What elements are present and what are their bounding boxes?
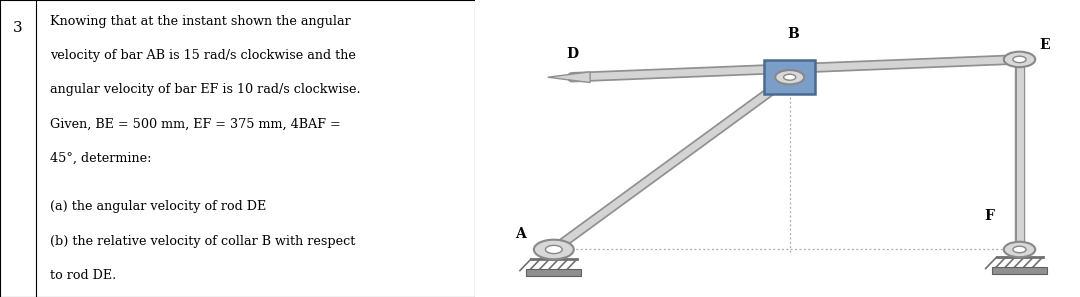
FancyBboxPatch shape [526, 269, 581, 276]
Text: F: F [984, 209, 995, 223]
Text: 45°, determine:: 45°, determine: [50, 151, 151, 165]
FancyBboxPatch shape [764, 60, 815, 94]
Text: (b) the relative velocity of collar B with respect: (b) the relative velocity of collar B wi… [50, 235, 355, 248]
Text: angular velocity of bar EF is 10 rad/s clockwise.: angular velocity of bar EF is 10 rad/s c… [50, 83, 361, 96]
Polygon shape [548, 72, 590, 83]
FancyBboxPatch shape [991, 267, 1048, 274]
Text: to rod DE.: to rod DE. [50, 269, 117, 282]
Text: Given, BE = 500 mm, EF = 375 mm, 4BAF =: Given, BE = 500 mm, EF = 375 mm, 4BAF = [50, 117, 340, 130]
Text: B: B [787, 27, 798, 41]
Circle shape [1013, 56, 1026, 63]
Circle shape [784, 74, 796, 80]
Text: Knowing that at the instant shown the angular: Knowing that at the instant shown the an… [50, 15, 351, 28]
Text: (a) the angular velocity of rod DE: (a) the angular velocity of rod DE [50, 200, 266, 214]
Text: A: A [515, 227, 526, 241]
Circle shape [775, 70, 805, 84]
Circle shape [1013, 246, 1026, 253]
Text: velocity of bar AB is 15 rad/s clockwise and the: velocity of bar AB is 15 rad/s clockwise… [50, 49, 355, 62]
Circle shape [1003, 52, 1036, 67]
Text: E: E [1040, 38, 1050, 52]
Circle shape [1003, 242, 1036, 257]
Circle shape [545, 245, 563, 254]
Text: 3: 3 [13, 21, 23, 35]
Circle shape [534, 240, 573, 259]
Text: D: D [566, 47, 578, 61]
